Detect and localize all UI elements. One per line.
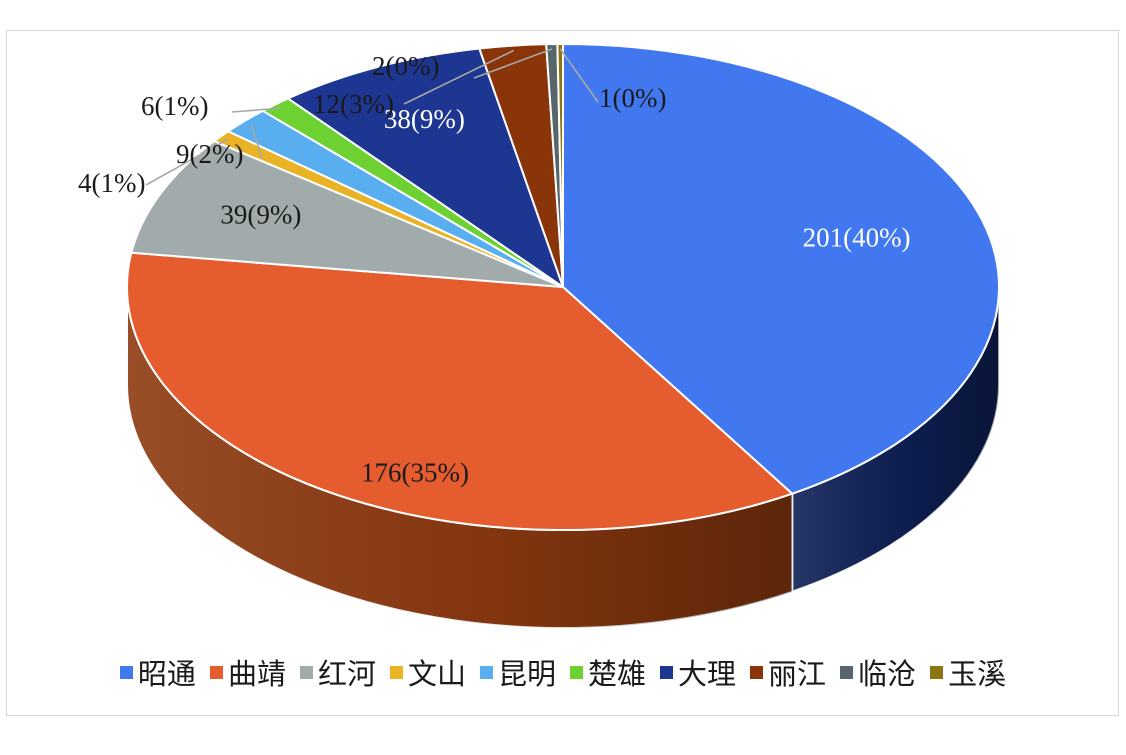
leader-line-玉溪 [559,48,599,103]
legend-swatch [119,665,133,679]
legend-swatch [570,665,583,679]
pie-side-shade-曲靖 [126,287,793,628]
leader-line-楚雄 [231,107,281,113]
legend-swatch [660,665,674,679]
legend-swatch [209,665,223,679]
legend-swatch [750,665,764,679]
legend-item-大理: 大理 [660,651,736,693]
legend-item-曲靖: 曲靖 [209,651,286,693]
legend-item-丽江: 丽江 [750,651,826,693]
legend-item-临沧: 临沧 [840,651,916,693]
legend-label: 玉溪 [948,657,1007,691]
pie-slice-昭通 [562,42,1000,495]
legend-swatch [479,665,493,679]
legend-item-楚雄: 楚雄 [570,651,646,693]
data-label-楚雄: 6(1%) [141,91,208,121]
data-label-临沧: 2(0%) [372,51,439,81]
legend-label: 昆明 [497,657,556,691]
data-label-大理: 38(9%) [384,104,465,134]
legend-label: 红河 [317,657,376,691]
legend-swatch [840,665,854,679]
leader-line-文山 [145,138,229,186]
legend-swatch [299,665,313,679]
legend-item-文山: 文山 [389,651,466,693]
pie-slice-玉溪 [556,42,564,288]
leader-line-临沧 [473,48,553,79]
legend-item-玉溪: 玉溪 [930,651,1006,693]
legend-label: 临沧 [858,657,917,691]
leader-line-昆明 [250,123,263,160]
legend: 昭通 曲靖 红河 文山 昆明 楚雄 大理 丽江 临沧 玉溪 [0,652,1126,692]
pie-side-shade-昭通 [792,287,999,592]
legend-label: 楚雄 [588,657,647,691]
data-label-玉溪: 1(0%) [599,83,666,113]
legend-label: 文山 [407,657,466,691]
data-label-昭通: 201(40%) [803,223,911,253]
legend-label: 昭通 [137,657,196,691]
legend-item-昆明: 昆明 [479,651,556,693]
leader-line-丽江 [403,49,514,105]
data-label-曲靖: 176(35%) [361,457,469,487]
legend-item-红河: 红河 [299,651,376,693]
pie-slice-曲靖 [126,251,795,531]
legend-label: 大理 [678,657,737,691]
data-label-丽江: 12(3%) [313,89,394,119]
data-label-红河: 39(9%) [220,199,301,229]
legend-swatch [930,665,944,679]
pie-slice-红河 [130,140,564,288]
data-label-昆明: 9(2%) [176,139,243,169]
pie-slice-大理 [286,47,565,290]
legend-label: 丽江 [768,657,827,691]
legend-label: 曲靖 [227,657,286,691]
legend-swatch [389,665,403,679]
data-label-文山: 4(1%) [78,168,145,198]
legend-item-昭通: 昭通 [119,651,196,693]
